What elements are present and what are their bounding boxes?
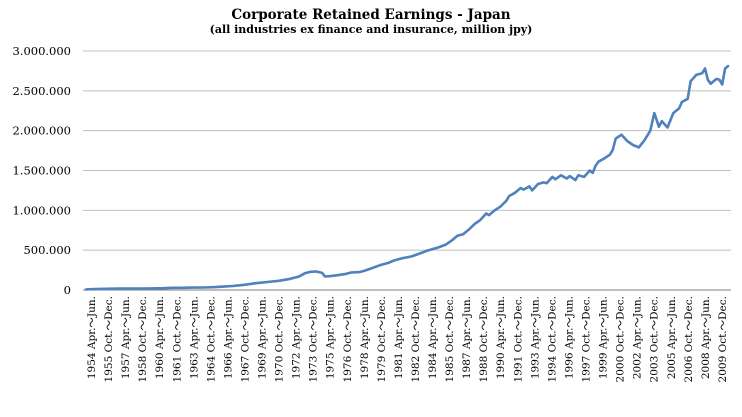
y-tick-label: 1.500.000	[12, 164, 71, 178]
chart-title: Corporate Retained Earnings - Japan	[231, 7, 510, 23]
x-tick-label: 2006 Oct.～Dec.	[683, 296, 695, 382]
plot-area	[84, 64, 730, 291]
grid-lines	[83, 50, 731, 291]
y-tick-label: 0	[64, 283, 71, 297]
x-tick-label: 1988 Oct.～Dec.	[478, 296, 490, 382]
x-tick-label: 2008 Apr.～Jun.	[700, 296, 712, 379]
x-tick-label: 1960 Apr.～Jun.	[154, 296, 166, 379]
x-tick-label: 1976 Oct.～Dec.	[342, 296, 354, 382]
x-tick-label: 1963 Apr.～Jun.	[188, 296, 200, 379]
x-tick-label: 1954 Apr.～Jun.	[86, 296, 98, 379]
x-tick-label: 1975 Apr.～Jun.	[325, 296, 337, 379]
x-tick-label: 1994 Oct.～Dec.	[546, 296, 558, 382]
x-tick-label: 1990 Apr.～Jun.	[495, 296, 507, 379]
x-tick-label: 1985 Oct.～Dec.	[444, 296, 456, 382]
x-tick-label: 1964 Oct.～Dec.	[205, 296, 217, 382]
x-tick-label: 1973 Oct.～Dec.	[308, 296, 320, 382]
x-tick-label: 1961 Oct.～Dec.	[171, 296, 183, 382]
x-axis: 1954 Apr.～Jun. 1955 Oct.～Dec. 1957 Apr.～Ju…	[86, 296, 729, 382]
series-line	[84, 64, 730, 291]
x-tick-label: 1982 Oct.～Dec.	[410, 296, 422, 382]
x-tick-label: 2003 Oct.～Dec.	[649, 296, 661, 382]
x-tick-label: 1957 Apr.～Jun.	[120, 296, 132, 379]
x-tick-label: 1997 Oct.～Dec.	[581, 296, 593, 382]
x-tick-label: 1987 Apr.～Jun.	[461, 296, 473, 379]
y-tick-label: 2.500.000	[12, 84, 71, 98]
x-tick-label: 1978 Apr.～Jun.	[359, 296, 371, 379]
x-tick-label: 1970 Oct.～Dec.	[274, 296, 286, 382]
y-tick-label: 3.000.000	[12, 44, 71, 58]
y-tick-label: 2.000.000	[12, 124, 71, 138]
x-tick-label: 1984 Apr.～Jun.	[427, 296, 439, 379]
x-tick-label: 1996 Apr.～Jun.	[563, 296, 575, 379]
chart-subtitle: (all industries ex finance and insurance…	[210, 23, 533, 36]
x-tick-label: 2009 Oct.～Dec.	[717, 296, 729, 382]
x-tick-label: 1955 Oct.～Dec.	[103, 296, 115, 382]
x-tick-label: 1967 Oct.～Dec.	[239, 296, 251, 382]
x-tick-label: 2000 Oct.～Dec.	[615, 296, 627, 382]
x-tick-label: 1979 Oct.～Dec.	[376, 296, 388, 382]
x-tick-label: 1972 Apr.～Jun.	[291, 296, 303, 379]
x-tick-label: 2005 Apr.～Jun.	[666, 296, 678, 379]
x-tick-label: 1981 Apr.～Jun.	[393, 296, 405, 379]
x-tick-label: 1958 Oct.～Dec.	[137, 296, 149, 382]
x-tick-label: 1999 Apr.～Jun.	[598, 296, 610, 379]
x-tick-label: 1993 Apr.～Jun.	[529, 296, 541, 379]
y-tick-label: 1.000.000	[12, 203, 71, 217]
x-tick-label: 1991 Oct.～Dec.	[512, 296, 524, 382]
x-tick-label: 1969 Apr.～Jun.	[257, 296, 269, 379]
y-tick-label: 500.000	[23, 243, 71, 257]
x-tick-label: 2002 Apr.～Jun.	[632, 296, 644, 379]
x-tick-label: 1966 Apr.～Jun.	[222, 296, 234, 379]
y-axis: 0 500.000 1.000.000 1.500.000 2.000.000 2.500…	[12, 44, 71, 297]
